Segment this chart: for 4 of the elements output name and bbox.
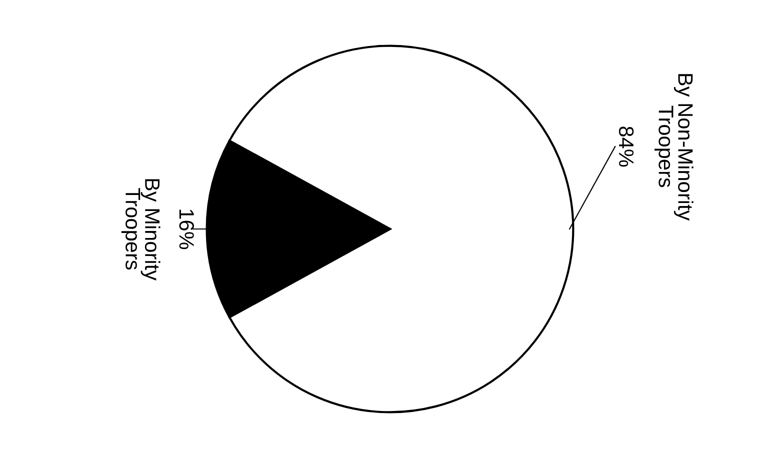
slice-label: By Non-Minority Troopers (654, 74, 694, 221)
data-label: 16% (179, 210, 194, 250)
data-label: 84% (618, 126, 634, 167)
slice-label: By Minority Troopers (121, 179, 160, 280)
